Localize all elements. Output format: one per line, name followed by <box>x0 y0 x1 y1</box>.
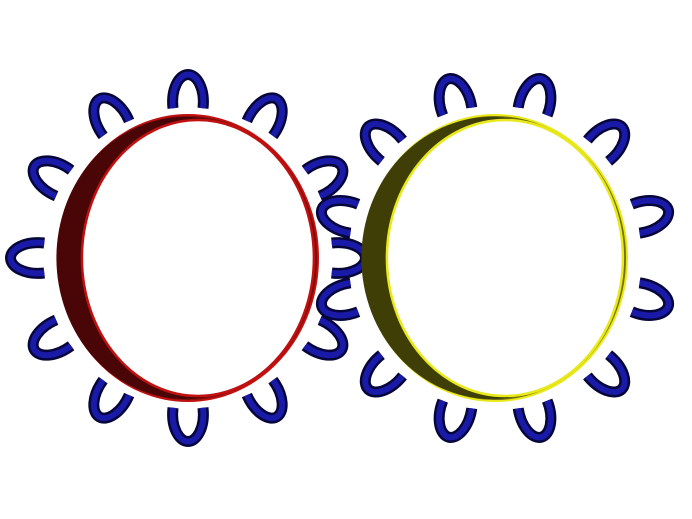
gear-left <box>4 68 372 448</box>
gear-tooth <box>4 237 45 279</box>
gear-tooth <box>88 376 135 424</box>
gear-tooth <box>512 398 557 443</box>
gear-tooth <box>359 350 407 398</box>
gear-tooth <box>167 68 209 109</box>
gear-tooth <box>27 314 75 361</box>
gear-tooth <box>88 92 135 140</box>
gear-tooth <box>301 314 349 361</box>
gear-tooth <box>629 195 675 239</box>
gear-ring <box>361 114 628 402</box>
gear-tooth <box>167 407 209 448</box>
gear-tooth <box>512 73 557 118</box>
gear-tooth <box>433 73 478 118</box>
gear-tooth <box>359 118 407 166</box>
gear-tooth <box>433 398 478 443</box>
gear-tooth <box>629 277 675 321</box>
gear-right <box>315 73 675 443</box>
gear-opening <box>385 118 625 398</box>
gear-tooth <box>315 277 361 321</box>
gear-tooth <box>315 195 361 239</box>
gear-opening <box>80 118 316 398</box>
gear-tooth <box>27 155 75 202</box>
gear-ring <box>56 114 319 402</box>
gear-teeth <box>4 68 372 448</box>
gear-tooth <box>241 376 288 424</box>
gear-teeth <box>315 73 675 443</box>
gear-tooth <box>583 350 631 398</box>
gear-tooth <box>301 155 349 202</box>
gear-tooth <box>241 92 288 140</box>
gear-tooth <box>583 118 631 166</box>
